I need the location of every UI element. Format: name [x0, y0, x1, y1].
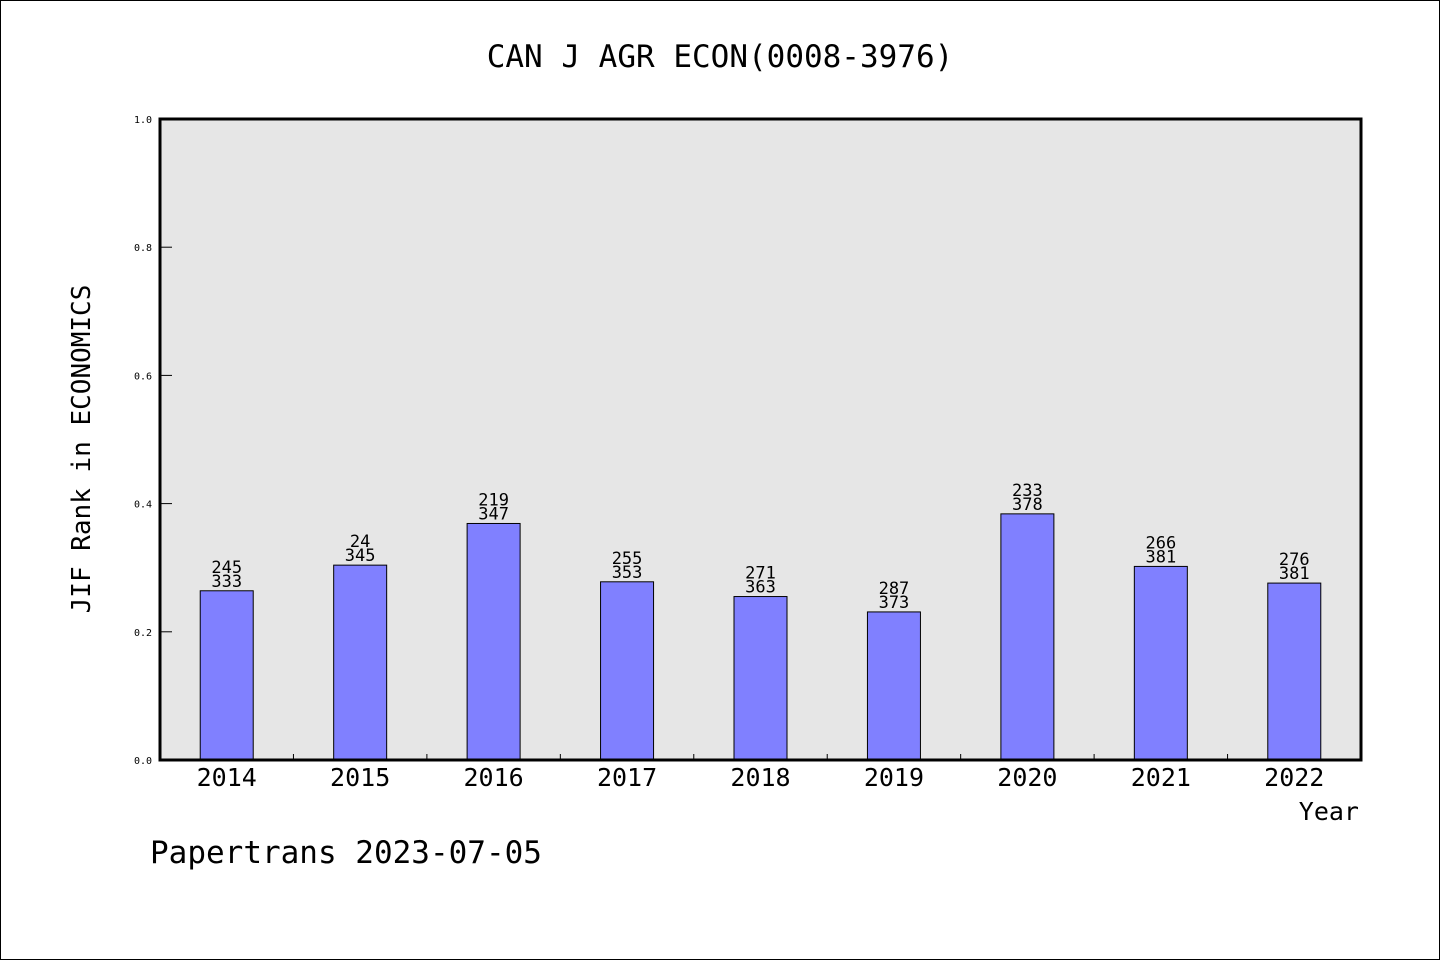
- bar-label-top-2021: 266: [1145, 533, 1176, 553]
- plot-border: [158, 117, 1363, 762]
- bar-label-top-2015: 24: [350, 532, 370, 552]
- y-tick-label-0.4: 0.4: [134, 500, 152, 511]
- bar-label-bottom-2015: 345: [345, 546, 376, 566]
- bar-label-bottom-2017: 353: [612, 563, 643, 583]
- bar-label-bottom-2016: 347: [478, 504, 509, 524]
- bar-2021: [1133, 565, 1188, 761]
- bar-label-top-2017: 255: [612, 549, 643, 569]
- x-tick-label-2018: 2018: [730, 763, 790, 792]
- x-tick-label-2014: 2014: [197, 763, 257, 792]
- bar-label-top-2020: 233: [1012, 481, 1043, 501]
- y-tick-label-0.0: 0.0: [134, 756, 152, 767]
- bar-label-top-2014: 245: [211, 558, 242, 578]
- bar-label-bottom-2021: 381: [1145, 547, 1176, 567]
- x-tick-label-2016: 2016: [464, 763, 524, 792]
- bar-2017: [600, 581, 655, 761]
- bar-2022: [1267, 582, 1322, 761]
- x-tick-label-2019: 2019: [864, 763, 924, 792]
- bar-2018: [733, 596, 788, 761]
- y-axis-label: JIF Rank in ECONOMICS: [67, 285, 97, 614]
- bar-label-bottom-2018: 363: [745, 578, 776, 598]
- y-tick-label-0.6: 0.6: [134, 371, 152, 382]
- y-tick-label-1.0: 1.0: [134, 115, 152, 126]
- bars-group: [199, 513, 1322, 761]
- bar-label-bottom-2019: 373: [879, 593, 910, 613]
- bar-2015: [333, 564, 388, 761]
- chart-title: CAN J AGR ECON(0008-3976): [487, 39, 954, 75]
- bar-label-bottom-2022: 381: [1279, 564, 1310, 584]
- footer-text: Papertrans 2023-07-05: [150, 835, 542, 871]
- bar-label-top-2016: 219: [478, 490, 509, 510]
- bar-label-top-2022: 276: [1279, 550, 1310, 570]
- bar-label-top-2019: 287: [879, 579, 910, 599]
- x-tick-label-2022: 2022: [1264, 763, 1324, 792]
- x-tick-label-2015: 2015: [330, 763, 390, 792]
- x-tick-label-2020: 2020: [997, 763, 1057, 792]
- bar-label-bottom-2014: 333: [211, 572, 242, 592]
- bar-label-top-2018: 271: [745, 564, 776, 584]
- y-tick-label-0.2: 0.2: [134, 628, 152, 639]
- bar-label-bottom-2020: 378: [1012, 495, 1043, 515]
- bar-2014: [199, 590, 254, 761]
- bar-2019: [866, 611, 921, 761]
- x-tick-label-2021: 2021: [1131, 763, 1191, 792]
- bar-2020: [1000, 513, 1055, 761]
- x-axis-label: Year: [1299, 797, 1359, 826]
- x-ticks-group: 2014 2015 2016 2017 2018 2019 2020 2021 2022: [197, 754, 1324, 792]
- bar-2016: [466, 522, 521, 761]
- x-tick-label-2017: 2017: [597, 763, 657, 792]
- y-tick-label-0.8: 0.8: [134, 243, 152, 254]
